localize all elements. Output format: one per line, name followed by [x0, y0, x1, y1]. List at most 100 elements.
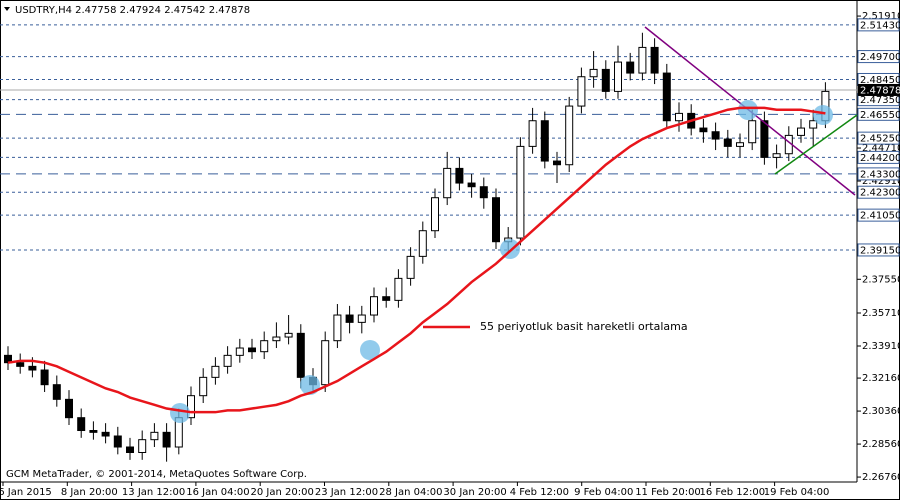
candle-body	[809, 120, 818, 129]
candle-body	[296, 332, 305, 378]
level-box	[857, 150, 900, 164]
y-tick-label: 2.51910	[862, 11, 900, 22]
y-tick-label: 2.35710	[862, 308, 900, 319]
x-tick-label: 16 Feb 12:00	[699, 487, 765, 498]
annotation: 55 periyotluk basit hareketli ortalama	[480, 320, 688, 333]
candle-body	[577, 76, 586, 107]
menu-arrow[interactable]	[4, 7, 10, 11]
y-tick-label: 2.32160	[862, 373, 900, 384]
ma-layer	[7, 106, 826, 414]
candle-body	[711, 131, 720, 140]
candle-body	[772, 153, 781, 158]
candle-body	[528, 120, 537, 147]
x-tick-label: 20 Jan 20:00	[251, 487, 314, 498]
candle-body	[760, 120, 769, 158]
candle-body	[443, 167, 452, 199]
candle-body	[89, 430, 98, 433]
level-label: 2.48450	[860, 75, 900, 86]
candle-body	[565, 105, 574, 166]
candle-body	[675, 112, 683, 122]
candle-body	[406, 255, 415, 279]
level-label: 2.47350	[860, 95, 900, 106]
level-label: 2.51430	[860, 20, 900, 31]
candle-body	[748, 120, 757, 144]
touch-point	[813, 105, 833, 125]
level-box	[857, 50, 900, 64]
candle-body	[211, 365, 220, 378]
candle-body	[479, 186, 488, 199]
x-tick-label: 9 Feb 04:00	[574, 487, 633, 498]
touch-points	[170, 100, 833, 423]
level-label: 2.43300	[860, 169, 900, 180]
candle-body	[77, 417, 86, 432]
x-tick-label: 6 Jan 2015	[0, 487, 52, 498]
candle-body	[662, 72, 671, 122]
candle-body	[272, 336, 281, 342]
candle-body	[553, 160, 561, 166]
y-tick-label: 2.44710	[862, 143, 900, 154]
candle-body	[614, 61, 622, 92]
level-label: 2.45250	[860, 134, 900, 145]
candle-body	[235, 347, 244, 356]
candle-body	[333, 314, 342, 342]
candle-body	[65, 398, 73, 419]
candle-body	[589, 68, 598, 78]
candle-body	[28, 365, 37, 371]
candle-body	[797, 127, 805, 136]
current-price-box	[858, 83, 900, 96]
candle-body	[382, 296, 391, 301]
candle-body	[492, 197, 500, 243]
level-label: 2.49700	[860, 52, 900, 63]
x-tick-label: 11 Feb 20:00	[635, 487, 701, 498]
touch-point	[360, 340, 380, 360]
candle-body	[40, 369, 49, 386]
candle-body	[736, 142, 744, 147]
level-box	[857, 107, 900, 121]
current-price-label: 2.47878	[860, 85, 900, 96]
candle-body	[16, 362, 25, 367]
candle-body	[248, 347, 256, 353]
x-tick-label: 28 Jan 04:00	[379, 487, 442, 498]
candle-body	[699, 127, 708, 133]
level-box	[857, 243, 900, 257]
x-tick-label: 30 Jan 20:00	[443, 487, 506, 498]
candle-body	[626, 61, 635, 74]
candle-body	[52, 384, 61, 400]
candle-body	[126, 446, 134, 454]
candle-body	[162, 431, 171, 448]
level-box	[857, 208, 900, 222]
footer: GCM MetaTrader, © 2001-2014, MetaQuotes …	[6, 469, 307, 480]
y-tick-label: 2.26760	[862, 472, 900, 483]
level-box	[857, 185, 900, 199]
candle-body	[284, 332, 293, 338]
level-label: 2.44200	[860, 153, 900, 164]
candle-body	[601, 68, 610, 92]
candle-body	[223, 354, 232, 367]
x-tick-label: 19 Feb 04:00	[764, 487, 830, 498]
moving-average	[7, 106, 826, 414]
candle-body	[199, 376, 208, 397]
candle-body	[455, 167, 464, 184]
y-tick-label: 2.30360	[862, 406, 900, 417]
y-tick-label: 2.37550	[862, 274, 900, 285]
candle-body	[723, 138, 732, 147]
candle-body	[638, 46, 647, 74]
axis-layer: 2.51910 2.44710 2.42910 2.37550 2.35710 2.339…	[0, 11, 900, 498]
x-tick-label: 13 Jan 12:00	[122, 487, 185, 498]
candle-body	[138, 439, 147, 454]
x-tick-label: 8 Jan 20:00	[61, 487, 118, 498]
x-tick-label: 23 Jan 12:00	[315, 487, 378, 498]
candle-body	[394, 277, 403, 301]
candle-body	[357, 314, 366, 323]
header: USDTRY,H4 2.47758 2.47924 2.47542 2.4787…	[15, 5, 250, 16]
y-tick-label: 2.42910	[862, 176, 900, 187]
level-label: 2.42300	[860, 188, 900, 199]
candle-body	[431, 197, 439, 232]
x-tick-label: 4 Feb 12:00	[510, 487, 569, 498]
candle-body	[113, 435, 122, 448]
level-label: 2.41050	[860, 211, 900, 222]
y-tick-label: 2.28560	[862, 439, 900, 450]
candle-body	[650, 46, 659, 74]
candle-body	[370, 296, 378, 316]
x-tick-label: 16 Jan 04:00	[186, 487, 249, 498]
